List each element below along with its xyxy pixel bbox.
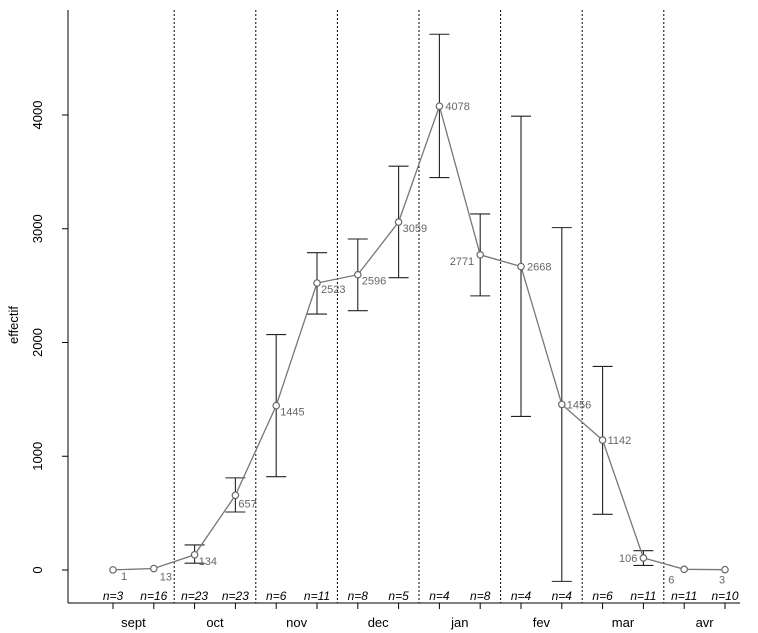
data-label: 1142 xyxy=(608,435,632,447)
data-label: 3 xyxy=(719,575,725,587)
data-point xyxy=(598,436,607,444)
data-point xyxy=(394,218,403,226)
n-label: n=4 xyxy=(511,589,532,603)
y-axis-label: effectif xyxy=(6,306,21,344)
data-point xyxy=(721,565,729,574)
series-line-group xyxy=(112,103,726,571)
y-tick-label: 3000 xyxy=(30,214,45,243)
data-point xyxy=(557,400,566,409)
data-point xyxy=(272,401,281,410)
x-tick-label: avr xyxy=(696,615,715,630)
data-point xyxy=(109,566,117,574)
x-axis: sept oct nov dec jan fev mar avr xyxy=(68,602,740,630)
data-point xyxy=(150,564,158,573)
data-label: 1456 xyxy=(567,399,591,411)
n-label: n=16 xyxy=(140,589,167,603)
series-line xyxy=(112,103,726,571)
data-label: 2596 xyxy=(362,276,386,288)
data-label: 1445 xyxy=(280,407,304,419)
data-label: 106 xyxy=(619,553,637,565)
n-label: n=6 xyxy=(266,589,287,603)
sample-size-labels: n=3 n=16 n=23 n=23 n=6 n=11 n=8 n=5 n=4 n=8 n=4 n=4… xyxy=(103,589,739,603)
y-axis: 0 1000 2000 3000 4000 xyxy=(30,10,69,603)
data-point xyxy=(476,250,485,259)
n-label: n=6 xyxy=(592,589,613,603)
n-label: n=11 xyxy=(630,589,656,603)
x-tick-label: dec xyxy=(368,615,389,630)
n-label: n=23 xyxy=(222,589,249,603)
x-tick-label: mar xyxy=(612,615,635,630)
data-label: 4078 xyxy=(445,101,469,113)
y-tick-label: 0 xyxy=(30,566,45,573)
data-point xyxy=(190,550,199,559)
data-point xyxy=(680,565,689,574)
data-point xyxy=(435,102,444,110)
n-label: n=8 xyxy=(348,589,369,603)
x-tick-label: oct xyxy=(206,615,224,630)
data-labels: 1 13 134 657 1445 2523 2596 3059 4078 2771 2668 145… xyxy=(121,101,725,587)
data-point xyxy=(231,491,240,500)
data-label: 2771 xyxy=(450,256,474,268)
x-tick-label: nov xyxy=(286,615,307,630)
n-label: n=5 xyxy=(388,589,409,603)
n-label: n=10 xyxy=(711,589,738,603)
n-label: n=3 xyxy=(103,589,124,603)
data-label: 2668 xyxy=(527,262,551,274)
data-label: 13 xyxy=(160,572,172,584)
x-tick-label: jan xyxy=(450,615,468,630)
y-tick-label: 4000 xyxy=(30,101,45,130)
data-label: 2523 xyxy=(321,284,345,296)
x-tick-label: sept xyxy=(121,615,146,630)
x-tick-label: fev xyxy=(533,615,551,630)
data-label: 3059 xyxy=(403,223,427,235)
n-label: n=11 xyxy=(671,589,697,603)
data-point xyxy=(313,279,321,287)
n-label: n=11 xyxy=(304,589,330,603)
n-label: n=8 xyxy=(470,589,491,603)
y-tick-label: 1000 xyxy=(30,442,45,471)
n-label: n=23 xyxy=(181,589,208,603)
data-points xyxy=(109,102,729,574)
data-label: 657 xyxy=(238,498,256,510)
n-label: n=4 xyxy=(429,589,450,603)
data-label: 1 xyxy=(121,571,127,583)
n-label: n=4 xyxy=(552,589,573,603)
data-label: 6 xyxy=(668,574,674,586)
data-point xyxy=(353,270,362,279)
data-point xyxy=(517,262,525,271)
data-point xyxy=(639,554,648,562)
data-label: 134 xyxy=(199,556,217,568)
month-dividers xyxy=(173,10,665,603)
y-tick-label: 2000 xyxy=(30,328,45,357)
